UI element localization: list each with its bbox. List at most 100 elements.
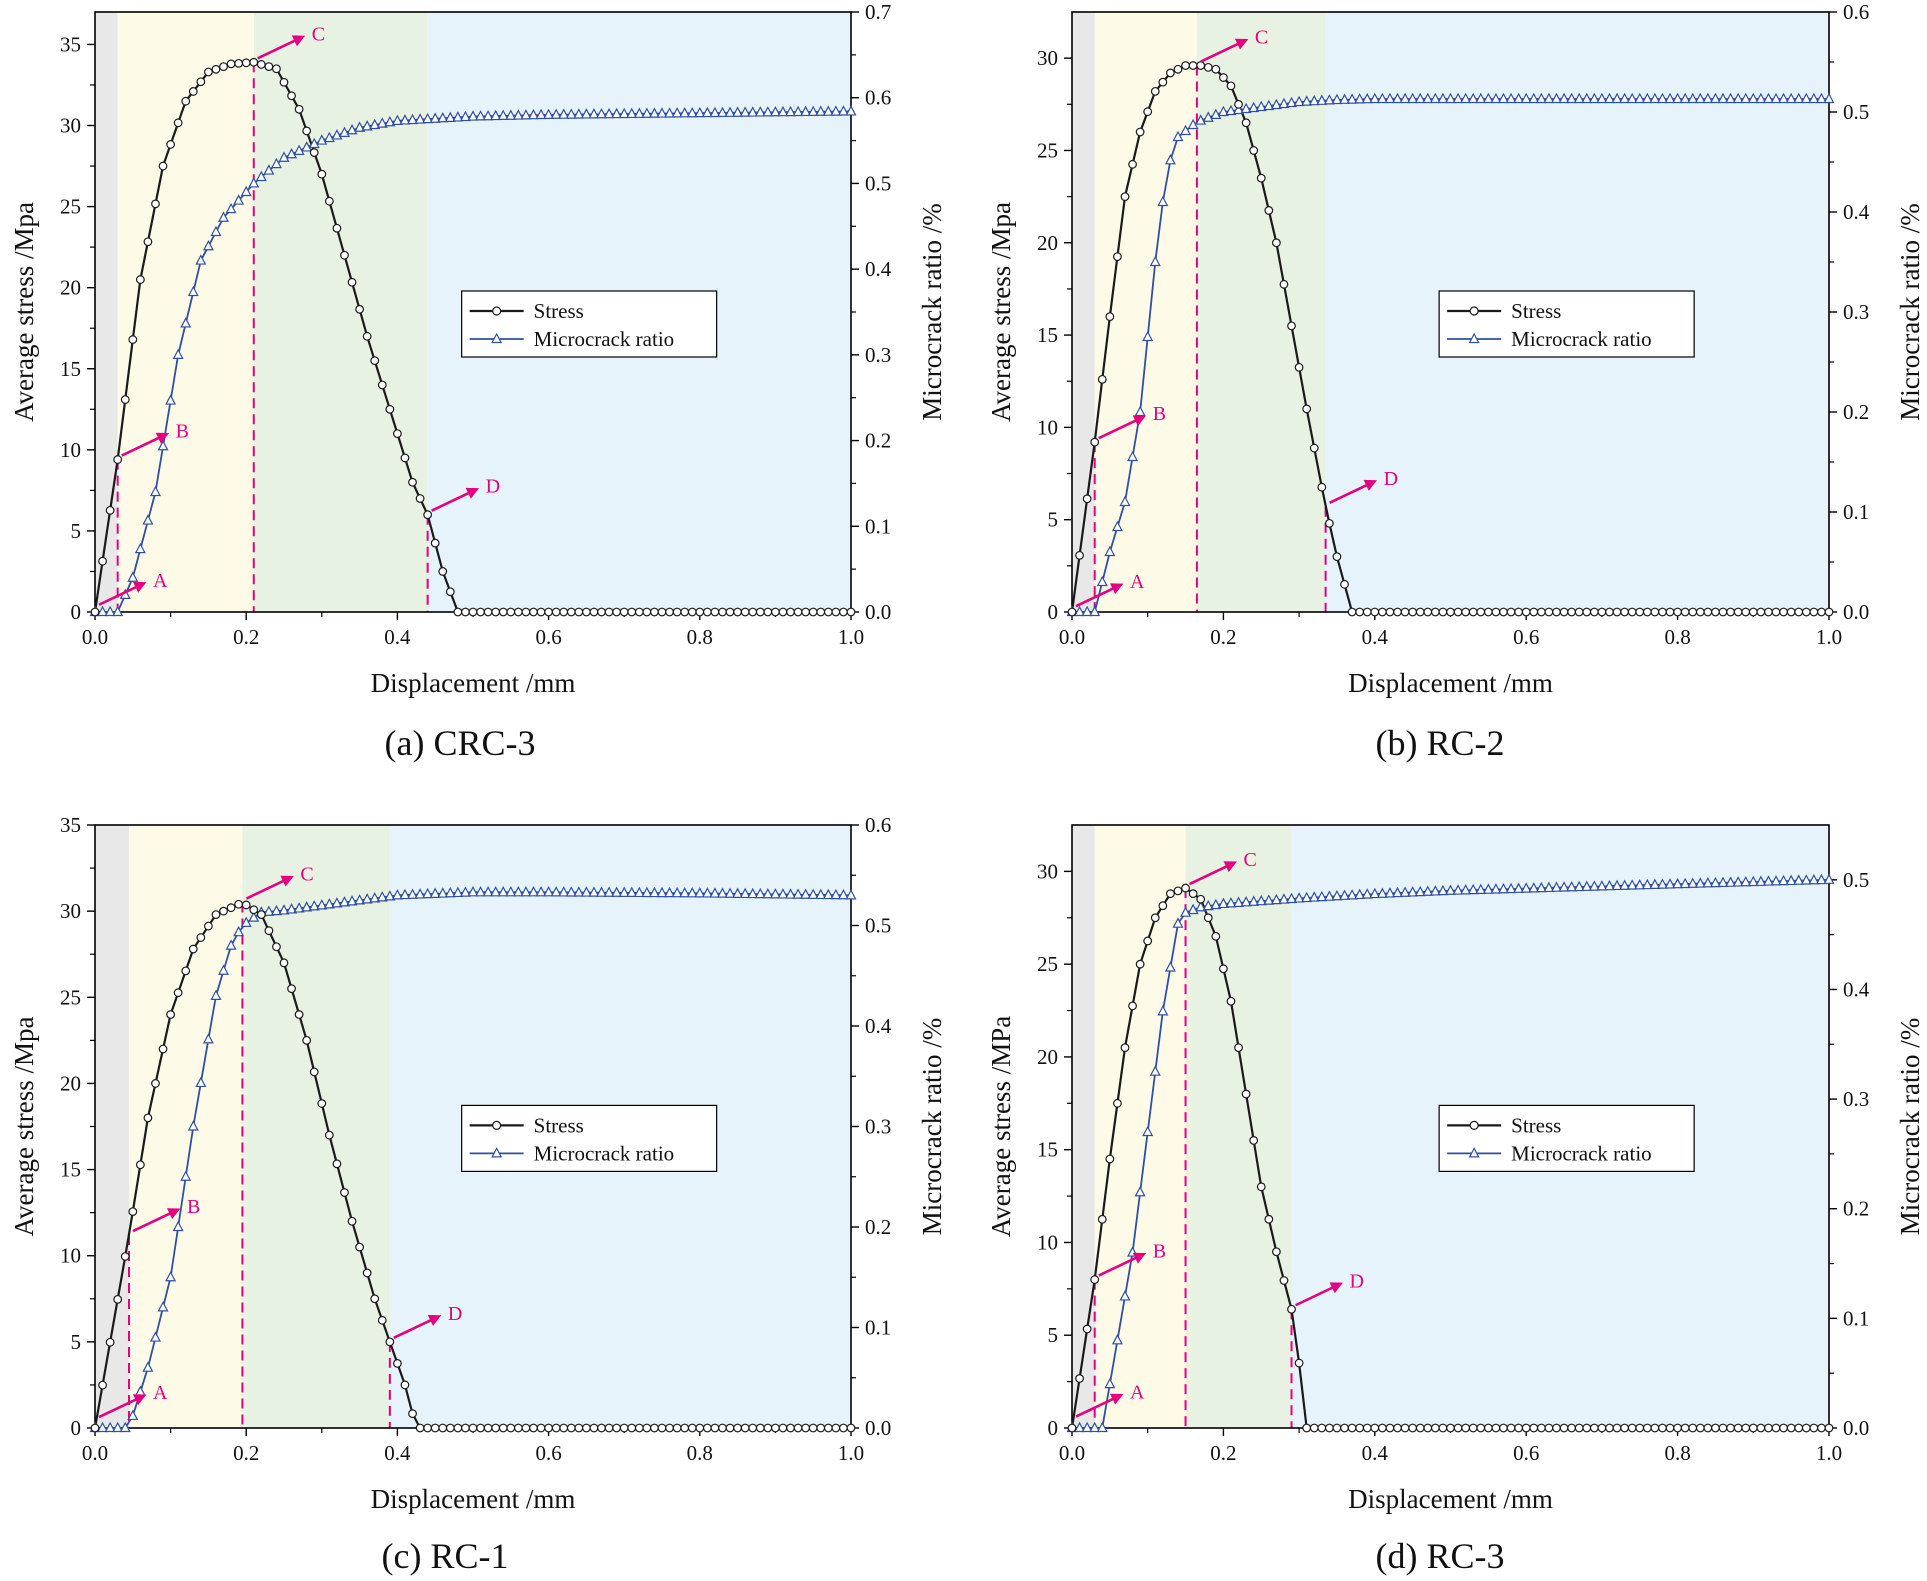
microcrack-point: [1323, 890, 1335, 901]
marker-label-A: A: [1130, 1382, 1145, 1404]
stress-point: [1415, 607, 1425, 617]
stress-point: [476, 607, 485, 617]
stress-point: [1521, 607, 1531, 617]
stress-point: [1529, 1423, 1539, 1433]
microcrack-point: [1399, 92, 1411, 104]
stress-point: [1120, 1043, 1130, 1053]
stress-point: [1582, 607, 1592, 617]
stress-point: [196, 933, 206, 942]
microcrack-point: [830, 105, 842, 116]
stress-point: [710, 607, 720, 617]
microcrack-point: [422, 887, 434, 899]
y-axis-label: Average stress /Mpa: [9, 202, 39, 422]
microcrack-point: [588, 108, 600, 119]
microcrack-point: [369, 892, 381, 903]
stress-point: [1438, 607, 1448, 617]
microcrack-point: [626, 107, 638, 119]
microcrack-point: [1104, 545, 1116, 557]
stress-point: [544, 1423, 553, 1433]
stress-point: [1824, 1423, 1834, 1433]
microcrack-point: [732, 887, 744, 898]
stress-point: [786, 607, 795, 617]
stress-point: [1680, 1423, 1690, 1433]
microcrack-point: [1497, 882, 1509, 894]
microcrack-point: [1437, 884, 1449, 896]
stress-point: [1536, 607, 1546, 617]
marker-arrow-A: [98, 583, 142, 606]
stress-point: [1271, 238, 1281, 248]
stress-point: [642, 1423, 652, 1433]
microcrack-point: [407, 113, 419, 125]
microcrack-point: [1596, 92, 1608, 104]
microcrack-point: [1762, 92, 1774, 104]
zone-2: [129, 825, 243, 1428]
microcrack-point: [1566, 92, 1578, 104]
microcrack-point: [1233, 896, 1245, 907]
microcrack-point: [1543, 881, 1555, 893]
stress-point: [1718, 1423, 1728, 1433]
stress-point: [1521, 1423, 1531, 1433]
microcrack-point: [1740, 92, 1752, 104]
microcrack-point: [497, 109, 509, 120]
stress-point: [1370, 1423, 1380, 1433]
microcrack-point: [475, 110, 487, 121]
microcrack-point: [149, 485, 161, 497]
microcrack-point: [769, 106, 781, 117]
stress-point: [695, 607, 705, 617]
y-tick-label: 5: [71, 519, 82, 543]
microcrack-point: [1482, 92, 1494, 104]
microcrack-point: [1142, 330, 1154, 342]
microcrack-point: [1679, 92, 1691, 104]
stress-point: [1589, 1423, 1599, 1433]
microcrack-point: [1725, 876, 1737, 887]
x-tick-label: 0.6: [535, 625, 561, 649]
stress-point: [627, 1423, 637, 1433]
stress-point: [498, 607, 508, 617]
microcrack-point: [233, 925, 245, 937]
stress-point: [294, 1010, 304, 1019]
marker-arrow-D: [1294, 1284, 1339, 1307]
stress-point: [612, 607, 622, 617]
microcrack-point: [1180, 906, 1192, 917]
microcrack-point: [1497, 92, 1509, 104]
y-tick-label: 5: [71, 1330, 82, 1354]
marker-arrow-D: [393, 1316, 437, 1340]
microcrack-point: [429, 112, 441, 123]
microcrack-point: [1490, 883, 1502, 894]
stress-point: [196, 77, 206, 87]
stress-point: [98, 1380, 107, 1390]
y-tick-label: 15: [60, 357, 81, 381]
microcrack-point: [724, 887, 736, 898]
stress-point: [1377, 1423, 1387, 1433]
microcrack-point: [172, 1220, 184, 1232]
stress-point: [1408, 1423, 1418, 1433]
marker-arrowhead-B: [1132, 1252, 1147, 1264]
microcrack-point: [716, 887, 728, 898]
stress-point: [559, 1423, 569, 1433]
stress-point: [377, 1315, 387, 1325]
stress-point: [1362, 607, 1372, 617]
legend-stress-label: Stress: [534, 1113, 584, 1137]
stress-point: [793, 607, 803, 617]
microcrack-point: [1202, 899, 1214, 911]
stress-point: [1067, 607, 1077, 617]
stress-point: [1438, 1423, 1448, 1433]
microcrack-point: [278, 151, 290, 162]
y2-tick-label: 0.1: [865, 1316, 891, 1340]
microcrack-point: [1293, 892, 1305, 903]
stress-point: [219, 906, 228, 916]
stress-point: [1673, 1423, 1682, 1433]
stress-point: [536, 607, 546, 617]
stress-point: [1324, 518, 1334, 528]
microcrack-point: [671, 107, 683, 118]
microcrack-point: [1127, 450, 1139, 462]
stress-point: [1203, 62, 1213, 72]
microcrack-point: [837, 105, 849, 116]
stress-point: [740, 607, 750, 617]
legend-box: [1438, 290, 1695, 358]
stress-point: [302, 1035, 312, 1045]
stress-point: [846, 607, 856, 617]
microcrack-point: [1104, 1377, 1116, 1389]
microcrack-point: [1202, 111, 1214, 122]
stress-point: [461, 607, 470, 617]
